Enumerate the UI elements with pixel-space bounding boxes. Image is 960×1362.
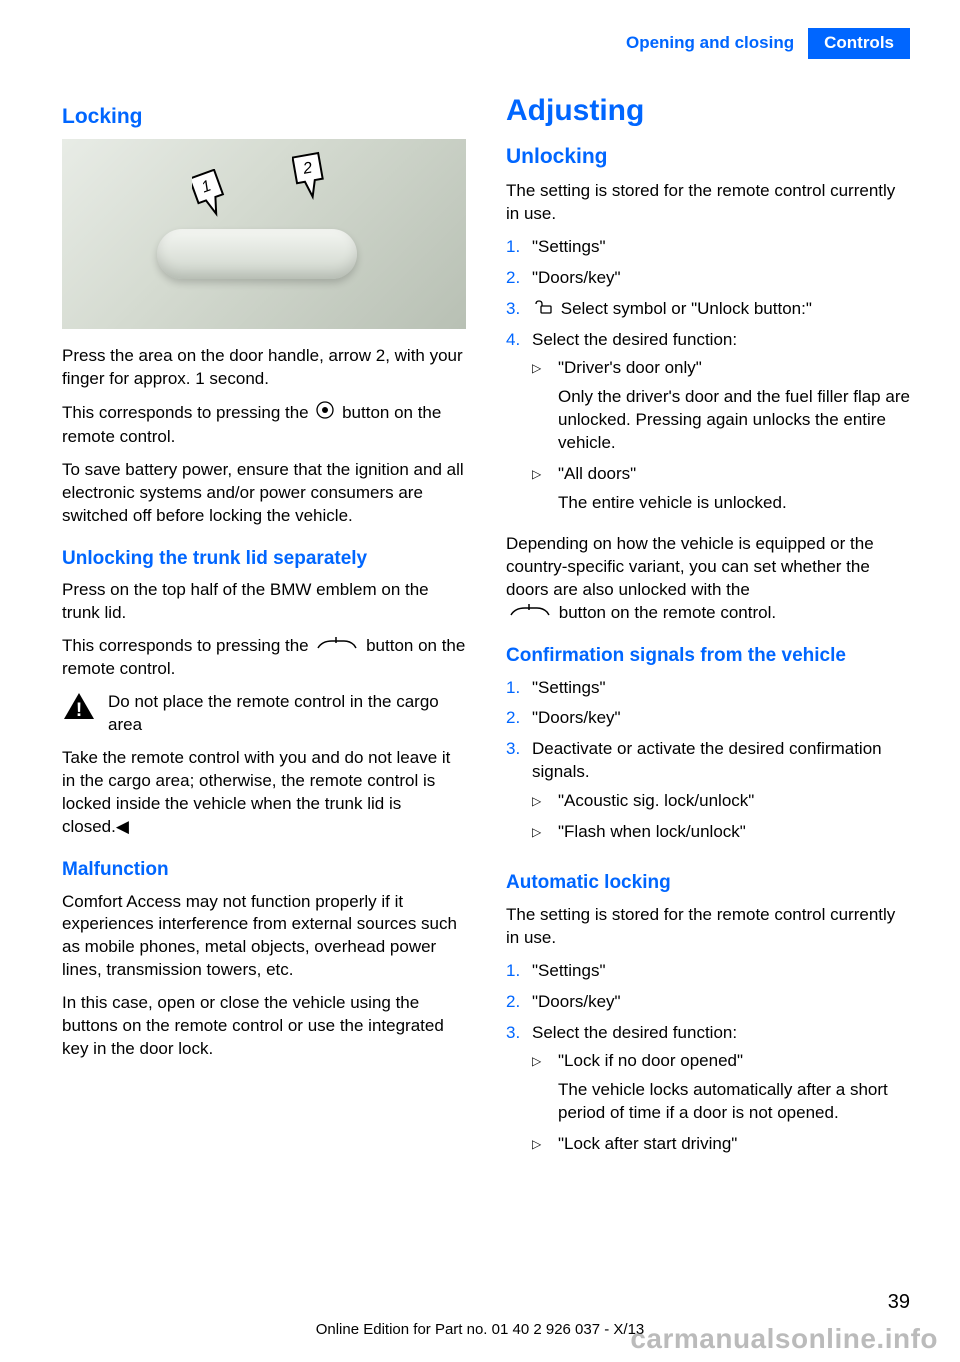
bullet-triangle: ▷ bbox=[532, 821, 558, 844]
confirm-sub-a: "Acoustic sig. lock/unlock" bbox=[558, 790, 910, 813]
step-number: 2. bbox=[506, 991, 532, 1014]
autolock-steps: 1."Settings" 2."Doors/key" 3. Select the… bbox=[506, 960, 910, 1165]
adjusting-heading: Adjusting bbox=[506, 91, 910, 132]
trunk-p1: Press on the top half of the BMW emblem … bbox=[62, 579, 466, 625]
unlocking-substeps: ▷ "Driver's door only" Only the driver's… bbox=[532, 357, 910, 515]
autolock-step-2: "Doors/key" bbox=[532, 991, 910, 1014]
autolock-intro: The setting is stored for the remote con… bbox=[506, 904, 910, 950]
car-trunk-icon bbox=[509, 602, 551, 625]
locking-p1: Press the area on the door handle, arrow… bbox=[62, 345, 466, 391]
unlocking-sub-b-label: "All doors" bbox=[558, 464, 636, 483]
bullet-triangle: ▷ bbox=[532, 357, 558, 455]
step-number: 1. bbox=[506, 236, 532, 259]
right-column: Adjusting Unlocking The setting is store… bbox=[506, 91, 910, 1174]
bullet-triangle: ▷ bbox=[532, 790, 558, 813]
page-number: 39 bbox=[888, 1289, 910, 1316]
confirm-step-2: "Doors/key" bbox=[532, 707, 910, 730]
unlocking-step-1: "Settings" bbox=[532, 236, 910, 259]
confirm-steps: 1."Settings" 2."Doors/key" 3. Deactivate… bbox=[506, 677, 910, 853]
confirm-step-1: "Settings" bbox=[532, 677, 910, 700]
locking-p3: To save battery power, ensure that the i… bbox=[62, 459, 466, 528]
malfunction-heading: Malfunction bbox=[62, 857, 466, 883]
trunk-heading: Unlocking the trunk lid separately bbox=[62, 546, 466, 572]
autolock-step-3: Select the desired function: ▷ "Lock if … bbox=[532, 1022, 910, 1165]
autolock-step-1: "Settings" bbox=[532, 960, 910, 983]
autolock-sub-a-desc: The vehicle locks automatically after a … bbox=[558, 1079, 910, 1125]
header-section: Controls bbox=[808, 28, 910, 59]
trunk-p2: This corresponds to pressing the but­ton… bbox=[62, 635, 466, 681]
step-number: 3. bbox=[506, 1022, 532, 1165]
lock-button-icon bbox=[316, 401, 334, 426]
step-number: 4. bbox=[506, 329, 532, 524]
step-number: 2. bbox=[506, 707, 532, 730]
warning-title: Do not place the remote control in the c… bbox=[108, 691, 466, 737]
bullet-triangle: ▷ bbox=[532, 1133, 558, 1156]
unlocking-heading: Unlocking bbox=[506, 143, 910, 171]
door-handle-figure: 1 2 bbox=[62, 139, 466, 329]
unlocking-outro-b: button on the remote control. bbox=[559, 603, 776, 622]
svg-text:!: ! bbox=[76, 700, 82, 721]
autolock-sub-a: "Lock if no door opened" The vehicle loc… bbox=[558, 1050, 910, 1125]
content-columns: Locking 1 2 Press the area on the door h… bbox=[62, 91, 910, 1174]
unlocking-sub-a-desc: Only the driver's door and the fuel fill… bbox=[558, 386, 910, 455]
unlocking-outro-a: Depending on how the vehicle is equipped… bbox=[506, 534, 874, 599]
unlocking-steps: 1."Settings" 2."Doors/key" 3. Select sym… bbox=[506, 236, 910, 523]
unlocking-step-3-text: Select symbol or "Unlock button:" bbox=[561, 299, 812, 318]
confirm-substeps: ▷"Acoustic sig. lock/unlock" ▷"Flash whe… bbox=[532, 790, 910, 844]
autolock-substeps: ▷ "Lock if no door opened" The vehicle l… bbox=[532, 1050, 910, 1156]
confirm-step-3: Deactivate or activate the desired confi… bbox=[532, 738, 910, 852]
left-column: Locking 1 2 Press the area on the door h… bbox=[62, 91, 466, 1174]
unlocking-step-3: Select symbol or "Unlock button:" bbox=[532, 298, 910, 321]
header-chapter: Opening and closing bbox=[626, 32, 794, 55]
trunk-p2-a: This corresponds to pressing the bbox=[62, 636, 313, 655]
locking-heading: Locking bbox=[62, 103, 466, 131]
autolock-sub-a-label: "Lock if no door opened" bbox=[558, 1051, 743, 1070]
warning-block: ! Do not place the remote control in the… bbox=[62, 691, 466, 737]
step-number: 3. bbox=[506, 298, 532, 321]
confirm-heading: Confirmation signals from the vehicle bbox=[506, 643, 910, 669]
warning-body: Take the remote control with you and do … bbox=[62, 747, 466, 839]
autolock-heading: Automatic locking bbox=[506, 870, 910, 896]
unlocking-step-2: "Doors/key" bbox=[532, 267, 910, 290]
unlocking-sub-a-label: "Driver's door only" bbox=[558, 358, 702, 377]
unlocking-outro: Depending on how the vehicle is equipped… bbox=[506, 533, 910, 625]
autolock-sub-b: "Lock after start driving" bbox=[558, 1133, 910, 1156]
unlocking-sub-a: "Driver's door only" Only the driver's d… bbox=[558, 357, 910, 455]
unlocking-intro: The setting is stored for the remote con… bbox=[506, 180, 910, 226]
page: Opening and closing Controls Locking 1 2… bbox=[0, 0, 960, 1174]
unlocking-step-4-text: Select the desired function: bbox=[532, 330, 737, 349]
step-number: 2. bbox=[506, 267, 532, 290]
confirm-step-3-text: Deactivate or activate the desired confi… bbox=[532, 739, 882, 781]
bullet-triangle: ▷ bbox=[532, 463, 558, 515]
header-breadcrumb: Opening and closing Controls bbox=[62, 28, 910, 59]
warning-icon: ! bbox=[62, 691, 96, 721]
arrow-marker-1: 1 bbox=[192, 169, 226, 219]
watermark: carmanualsonline.info bbox=[0, 1320, 938, 1358]
door-handle-shape bbox=[157, 229, 357, 279]
arrow-marker-2: 2 bbox=[292, 151, 326, 201]
autolock-step-3-text: Select the desired function: bbox=[532, 1023, 737, 1042]
unlock-symbol-icon bbox=[535, 298, 553, 321]
car-trunk-icon bbox=[316, 635, 358, 658]
unlocking-step-4: Select the desired function: ▷ "Driver's… bbox=[532, 329, 910, 524]
locking-p2-a: This corresponds to pressing the bbox=[62, 403, 313, 422]
malfunction-p1: Comfort Access may not function properly… bbox=[62, 891, 466, 983]
bullet-triangle: ▷ bbox=[532, 1050, 558, 1125]
locking-p2: This corresponds to pressing the button … bbox=[62, 401, 466, 449]
step-number: 3. bbox=[506, 738, 532, 852]
step-number: 1. bbox=[506, 960, 532, 983]
unlocking-sub-b-desc: The entire vehicle is unlocked. bbox=[558, 492, 910, 515]
unlocking-sub-b: "All doors" The entire vehicle is unlock… bbox=[558, 463, 910, 515]
malfunction-p2: In this case, open or close the vehicle … bbox=[62, 992, 466, 1061]
step-number: 1. bbox=[506, 677, 532, 700]
confirm-sub-b: "Flash when lock/unlock" bbox=[558, 821, 910, 844]
